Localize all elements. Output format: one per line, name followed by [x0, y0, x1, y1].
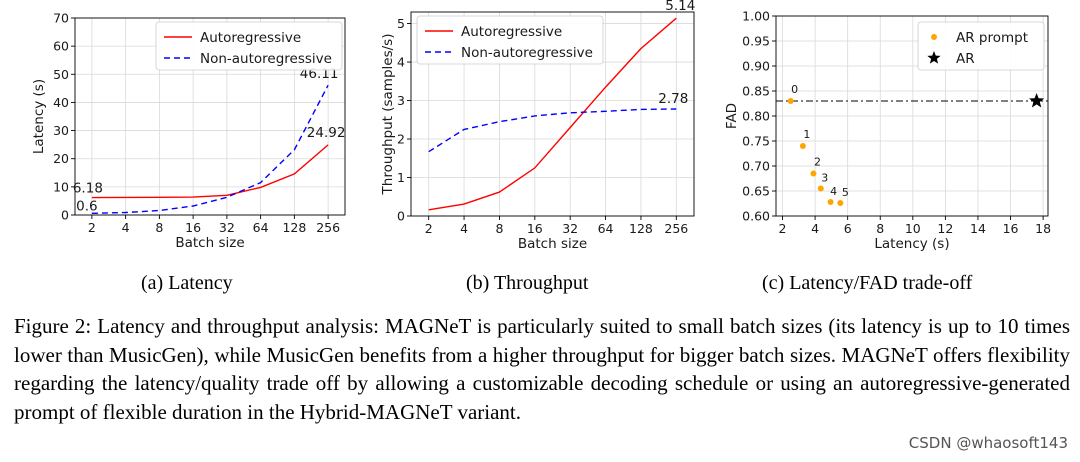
legend-label: Autoregressive: [461, 24, 562, 40]
legend-label: AR: [956, 51, 975, 67]
x-tick-label: 12: [937, 221, 953, 236]
x-tick-label: 2: [88, 220, 96, 235]
y-tick-label: 20: [53, 151, 69, 166]
legend-swatch: [931, 34, 937, 40]
scatter-point-ar-prompt: [787, 98, 794, 104]
y-axis-label: Latency (s): [31, 79, 47, 154]
y-axis-label: FAD: [724, 103, 740, 129]
legend-box: [917, 21, 1045, 71]
point-label: 3: [821, 172, 828, 185]
y-tick-label: 1.00: [742, 9, 770, 24]
point-label: 4: [830, 185, 837, 198]
x-axis-label: Batch size: [518, 236, 587, 252]
x-tick-label: 8: [876, 221, 884, 236]
scatter-point-ar-prompt: [827, 199, 834, 205]
scatter-point-ar-star: [1028, 93, 1045, 108]
legend-label: Non-autoregressive: [200, 51, 332, 67]
figure-caption: Figure 2: Latency and throughput analysi…: [14, 314, 1070, 424]
x-tick-label: 16: [185, 220, 201, 235]
y-tick-label: 1: [397, 170, 405, 185]
data-label: 24.92: [307, 125, 346, 141]
x-tick-label: 256: [316, 220, 340, 235]
y-tick-label: 60: [53, 39, 69, 54]
subcaption-b: (b) Throughput: [466, 272, 589, 294]
scatter-point-ar-prompt: [810, 170, 817, 177]
data-label: 6.18: [73, 181, 103, 197]
data-label: 2.78: [658, 91, 688, 107]
x-tick-label: 16: [527, 221, 543, 236]
y-tick-label: 10: [53, 179, 69, 194]
y-tick-label: 0.95: [742, 34, 770, 49]
x-tick-label: 8: [495, 221, 503, 236]
series-line-non-autoregressive: [91, 84, 329, 214]
subcaption-a: (a) Latency: [141, 272, 233, 294]
y-tick-label: 70: [53, 11, 69, 26]
y-axis-label: Throughput (samples/s): [380, 34, 396, 196]
y-tick-label: 0: [61, 208, 69, 223]
y-tick-label: 50: [53, 67, 69, 82]
data-label: 0.6: [76, 198, 97, 214]
panel-latency-fad: 0.60 0.65 0.70 0.75 0.80 0.85 0.90 0.95 1.00 2 4 6 8…: [724, 9, 1051, 253]
legend-label: Non-autoregressive: [461, 45, 593, 61]
y-tick-label: 0.60: [742, 209, 770, 224]
point-label: 5: [842, 186, 849, 199]
x-tick-label: 4: [460, 221, 468, 236]
point-label: 2: [814, 156, 821, 169]
x-tick-label: 64: [598, 221, 614, 236]
y-tick-label: 0: [397, 209, 405, 224]
x-tick-label: 32: [219, 220, 235, 235]
y-tick-label: 5: [397, 16, 405, 31]
plot-frame: [410, 11, 695, 217]
x-tick-label: 128: [629, 221, 653, 236]
x-tick-label: 256: [664, 221, 688, 236]
x-axis-label: Batch size: [175, 235, 244, 251]
y-tick-label: 0.75: [742, 134, 770, 149]
x-tick-label: 10: [905, 221, 921, 236]
y-tick-label: 4: [397, 55, 405, 70]
x-tick-label: 8: [155, 220, 163, 235]
x-tick-label: 2: [779, 221, 787, 236]
watermark: CSDN @whaosoft143: [908, 434, 1068, 452]
x-tick-label: 6: [844, 221, 852, 236]
y-tick-label: 0.65: [742, 184, 770, 199]
point-label: 0: [791, 83, 798, 96]
y-tick-label: 0.70: [742, 159, 770, 174]
y-tick-label: 0.90: [742, 59, 770, 74]
y-tick-label: 30: [53, 123, 69, 138]
x-tick-label: 128: [282, 220, 306, 235]
panel-throughput: 0 1 2 3 4 5 2 4 8 16 32 64 128 256 Batch size Throughpu…: [380, 0, 695, 252]
data-label: 5.14: [665, 0, 695, 14]
plot-frame: [74, 17, 346, 216]
series-line-autoregressive: [428, 17, 677, 211]
scatter-point-ar-prompt: [817, 185, 824, 192]
x-tick-label: 4: [122, 220, 130, 235]
legend-box: [155, 21, 343, 71]
y-tick-label: 2: [397, 132, 405, 147]
scatter-point-ar-prompt: [837, 200, 844, 206]
y-tick-label: 0.80: [742, 109, 770, 124]
legend-box: [416, 15, 604, 65]
x-tick-label: 64: [253, 220, 269, 235]
x-tick-label: 14: [970, 221, 986, 236]
y-tick-label: 0.85: [742, 84, 770, 99]
panel-latency: 0 10 20 30 40 50 60 70 2 4 8 16 32 64 128 256 Batch size…: [31, 11, 345, 252]
series-line-autoregressive: [91, 144, 329, 199]
point-label: 1: [803, 128, 810, 141]
x-axis-label: Latency (s): [874, 236, 949, 252]
legend-label: AR prompt: [956, 30, 1028, 46]
x-tick-label: 16: [1003, 221, 1019, 236]
subcaption-c: (c) Latency/FAD trade-off: [762, 272, 973, 294]
scatter-point-ar-prompt: [799, 143, 806, 149]
x-tick-label: 4: [811, 221, 819, 236]
x-tick-label: 18: [1035, 221, 1051, 236]
x-tick-label: 32: [562, 221, 578, 236]
legend-label: Autoregressive: [200, 30, 301, 46]
y-tick-label: 40: [53, 95, 69, 110]
y-tick-label: 3: [397, 93, 405, 108]
series-line-non-autoregressive: [428, 108, 677, 153]
x-tick-label: 2: [425, 221, 433, 236]
legend-swatch: [927, 51, 941, 64]
